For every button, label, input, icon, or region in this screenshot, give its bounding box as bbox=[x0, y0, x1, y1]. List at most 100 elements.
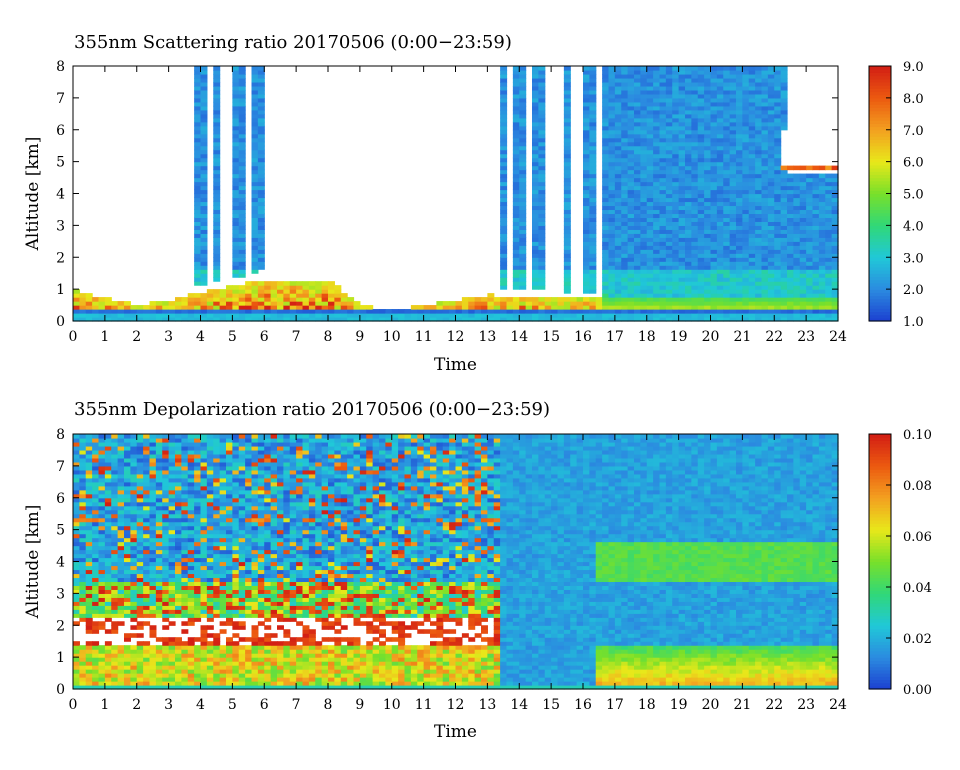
heatmap-cell bbox=[519, 137, 527, 143]
heatmap-cell bbox=[716, 293, 724, 298]
heatmap-cell bbox=[723, 273, 731, 278]
heatmap-cell bbox=[646, 233, 654, 238]
heatmap-cell bbox=[825, 225, 833, 230]
heatmap-cell bbox=[691, 109, 699, 115]
heatmap-cell bbox=[85, 577, 93, 583]
heatmap-cell bbox=[589, 105, 597, 111]
heatmap-cell bbox=[704, 309, 712, 314]
heatmap-cell bbox=[589, 69, 597, 75]
heatmap-cell bbox=[104, 541, 112, 547]
heatmap-cell bbox=[136, 309, 144, 314]
heatmap-cell bbox=[187, 445, 195, 451]
heatmap-cell bbox=[755, 261, 763, 266]
heatmap-cell bbox=[774, 109, 782, 115]
heatmap-cell bbox=[614, 197, 622, 203]
heatmap-cell bbox=[162, 437, 170, 443]
heatmap-cell bbox=[238, 137, 246, 143]
heatmap-cell bbox=[194, 209, 202, 215]
heatmap-cell bbox=[251, 209, 259, 215]
heatmap-cell bbox=[85, 509, 93, 515]
heatmap-cell bbox=[653, 181, 661, 187]
heatmap-cell bbox=[98, 453, 106, 459]
heatmap-cell bbox=[767, 185, 775, 191]
heatmap-cell bbox=[736, 113, 743, 119]
heatmap-cell bbox=[130, 609, 138, 614]
heatmap-cell bbox=[111, 625, 119, 630]
heatmap-cell bbox=[818, 209, 826, 215]
heatmap-cell bbox=[149, 465, 157, 471]
heatmap-cell bbox=[716, 165, 724, 171]
heatmap-cell bbox=[98, 677, 106, 682]
heatmap-cell bbox=[124, 545, 131, 551]
heatmap-cell bbox=[583, 225, 590, 230]
heatmap-cell bbox=[200, 225, 208, 230]
heatmap-cell bbox=[79, 489, 87, 495]
heatmap-cell bbox=[678, 157, 686, 163]
heatmap-cell bbox=[194, 305, 202, 310]
heatmap-cell bbox=[181, 469, 189, 475]
heatmap-cell bbox=[608, 197, 616, 203]
heatmap-cell bbox=[181, 677, 189, 682]
heatmap-cell bbox=[831, 293, 839, 298]
heatmap-cell bbox=[729, 285, 737, 290]
heatmap-cell bbox=[653, 285, 661, 290]
heatmap-cell bbox=[602, 93, 610, 99]
heatmap-cell bbox=[519, 157, 527, 163]
heatmap-cell bbox=[245, 313, 253, 318]
heatmap-cell bbox=[538, 221, 546, 226]
heatmap-cell bbox=[206, 305, 214, 310]
heatmap-cell bbox=[697, 317, 705, 322]
heatmap-cell bbox=[704, 185, 712, 191]
heatmap-cell bbox=[251, 157, 259, 163]
heatmap-cell bbox=[812, 269, 820, 274]
heatmap-cell bbox=[213, 269, 221, 274]
heatmap-cell bbox=[289, 313, 297, 318]
heatmap-cell bbox=[697, 145, 705, 151]
heatmap-cell bbox=[621, 201, 629, 207]
heatmap-cell bbox=[519, 66, 527, 71]
heatmap-cell bbox=[117, 309, 125, 314]
heatmap-cell bbox=[729, 249, 737, 254]
heatmap-cell bbox=[563, 237, 571, 242]
heatmap-cell bbox=[538, 261, 546, 266]
heatmap-cell bbox=[104, 641, 112, 646]
heatmap-cell bbox=[366, 313, 374, 318]
heatmap-cell bbox=[155, 509, 163, 515]
heatmap-cell bbox=[736, 249, 743, 254]
heatmap-cell bbox=[111, 565, 119, 571]
heatmap-cell bbox=[162, 677, 170, 682]
heatmap-cell bbox=[512, 125, 520, 131]
heatmap-cell bbox=[736, 225, 743, 230]
heatmap-cell bbox=[748, 213, 756, 218]
heatmap-cell bbox=[767, 157, 775, 163]
heatmap-cell bbox=[774, 89, 782, 95]
heatmap-cell bbox=[653, 121, 661, 127]
heatmap-cell bbox=[678, 93, 686, 99]
heatmap-cell bbox=[136, 517, 144, 523]
heatmap-cell bbox=[130, 501, 138, 507]
heatmap-cell bbox=[181, 581, 189, 586]
heatmap-cell bbox=[710, 73, 718, 79]
heatmap-cell bbox=[181, 497, 189, 503]
heatmap-cell bbox=[563, 66, 571, 71]
heatmap-cell bbox=[818, 197, 826, 203]
heatmap-cell bbox=[634, 85, 641, 91]
heatmap-cell bbox=[79, 669, 87, 674]
heatmap-cell bbox=[646, 185, 654, 191]
heatmap-cell bbox=[149, 669, 157, 674]
heatmap-cell bbox=[716, 301, 724, 306]
heatmap-cell bbox=[646, 193, 654, 199]
heatmap-cell bbox=[500, 81, 508, 87]
heatmap-cell bbox=[181, 309, 189, 314]
heatmap-cell bbox=[716, 209, 724, 215]
heatmap-cell bbox=[583, 193, 590, 199]
heatmap-cell bbox=[678, 241, 686, 246]
heatmap-cell bbox=[704, 169, 712, 175]
heatmap-cell bbox=[691, 229, 699, 234]
colorbar-band bbox=[869, 110, 891, 115]
heatmap-cell bbox=[73, 289, 80, 294]
heatmap-cell bbox=[793, 277, 801, 282]
heatmap-cell bbox=[136, 661, 144, 666]
heatmap-cell bbox=[149, 473, 157, 479]
heatmap-cell bbox=[85, 669, 93, 674]
